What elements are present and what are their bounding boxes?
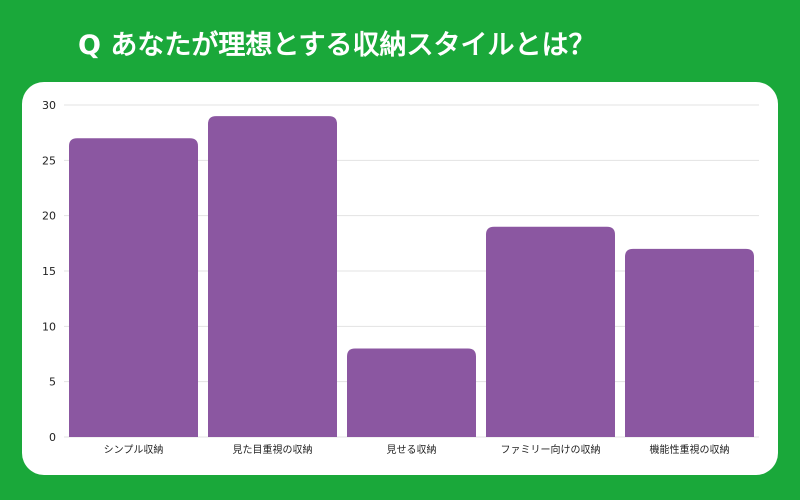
x-category-label: シンプル収納 (104, 443, 164, 456)
y-tick-label: 10 (42, 320, 56, 333)
bar-2 (347, 348, 476, 437)
bars (69, 116, 754, 438)
x-category-label: ファミリー向けの収納 (501, 443, 601, 456)
bar-3 (486, 226, 615, 437)
y-axis-tick-labels: 0 5 10 15 20 25 30 (42, 99, 56, 444)
chart-card: 0 5 10 15 20 25 30 シンプル収納 見た目重視の収納 見せる収納 ファミリー向けの… (22, 82, 778, 475)
x-axis-category-labels: シンプル収納 見た目重視の収納 見せる収納 ファミリー向けの収納 機能性重視の収納 (104, 443, 730, 456)
y-tick-label: 25 (42, 154, 56, 167)
x-category-label: 機能性重視の収納 (650, 443, 730, 456)
bar-chart: 0 5 10 15 20 25 30 シンプル収納 見た目重視の収納 見せる収納 ファミリー向けの… (42, 99, 759, 456)
bar-4 (625, 248, 754, 437)
y-tick-label: 15 (42, 265, 56, 278)
y-tick-label: 20 (42, 210, 56, 223)
y-tick-label: 5 (49, 376, 56, 389)
bar-0 (69, 138, 198, 437)
bar-1 (208, 116, 337, 438)
y-tick-label: 30 (42, 99, 56, 112)
x-category-label: 見せる収納 (387, 443, 437, 456)
x-category-label: 見た目重視の収納 (233, 443, 313, 456)
page-title: Q あなたが理想とする収納スタイルとは？ (78, 30, 596, 61)
y-tick-label: 0 (49, 431, 56, 444)
